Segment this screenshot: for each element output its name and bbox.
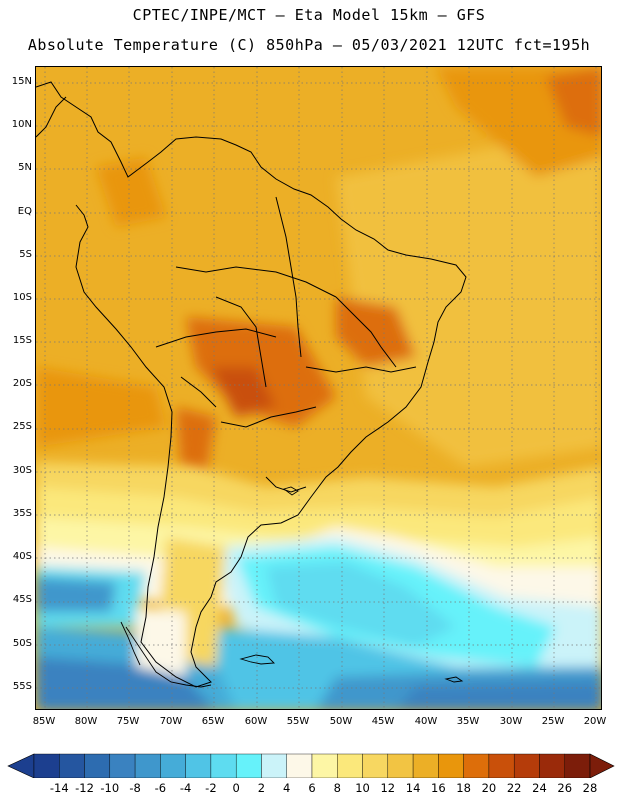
colorbar-cell — [210, 753, 237, 778]
colorbar-label: 28 — [582, 781, 598, 795]
colorbar-label: 24 — [532, 781, 547, 795]
lat-label: 25S — [12, 421, 32, 432]
colorbar-cell — [488, 753, 515, 778]
lat-label: 15S — [12, 335, 32, 346]
lon-label: 45W — [371, 716, 395, 727]
colorbar-label: -14 — [49, 781, 69, 795]
colorbar-cell — [160, 753, 186, 778]
colorbar-label: -8 — [129, 781, 141, 795]
lat-label: 50S — [12, 638, 32, 649]
colorbar-label: -2 — [205, 781, 217, 795]
colorbar-cell — [337, 753, 363, 778]
colorbar-cell — [33, 753, 60, 778]
lon-label: 40W — [414, 716, 438, 727]
temperature-field — [36, 67, 601, 709]
colorbar-label: 14 — [405, 781, 421, 795]
lat-label: 40S — [12, 551, 32, 562]
colorbar-label: 2 — [257, 781, 266, 795]
colorbar — [7, 753, 615, 778]
lat-label: 30S — [12, 465, 32, 476]
colorbar-label: -10 — [100, 781, 120, 795]
colorbar-label: 22 — [506, 781, 522, 795]
colorbar-label: 20 — [481, 781, 497, 795]
colorbar-label: 18 — [456, 781, 471, 795]
lat-label: 55S — [12, 681, 32, 692]
lon-label: 25W — [541, 716, 565, 727]
lat-label: 10N — [11, 119, 32, 130]
chart-title-line2: Absolute Temperature (C) 850hPa – 05/03/… — [27, 36, 591, 54]
colorbar-cell — [362, 753, 389, 778]
temperature-map — [35, 66, 602, 710]
colorbar-label: 10 — [355, 781, 370, 795]
colorbar-label: 8 — [333, 781, 341, 795]
lat-label: 15N — [11, 76, 32, 87]
colorbar-cell — [59, 753, 85, 778]
colorbar-label: 12 — [380, 781, 396, 795]
lat-label: 10S — [12, 292, 32, 303]
lat-label: 45S — [12, 594, 32, 605]
lon-label: 20W — [583, 716, 607, 727]
colorbar-cell — [286, 753, 313, 778]
lon-label: 75W — [116, 716, 140, 727]
colorbar-label: -4 — [179, 781, 192, 795]
colorbar-cell — [412, 753, 439, 778]
colorbar-cell — [564, 753, 591, 778]
colorbar-label: 0 — [232, 781, 240, 795]
lat-label: 20S — [12, 378, 32, 389]
colorbar-cell — [261, 753, 287, 778]
lon-label: 85W — [32, 716, 56, 727]
coastline — [36, 81, 467, 688]
lat-label: 35S — [12, 508, 32, 519]
colorbar-label: 26 — [557, 781, 573, 795]
colorbar-cell — [438, 753, 464, 778]
lon-label: 50W — [329, 716, 353, 727]
colorbar-cell — [109, 753, 136, 778]
colorbar-cell — [387, 753, 414, 778]
lon-label: 80W — [74, 716, 98, 727]
colorbar-label: 4 — [283, 781, 291, 795]
colorbar-cell — [84, 753, 111, 778]
lon-label: 70W — [159, 716, 183, 727]
lon-label: 30W — [499, 716, 523, 727]
colorbar-label: -12 — [75, 781, 94, 795]
chart-title-line1: CPTEC/INPE/MCT – Eta Model 15km – GFS — [132, 6, 486, 24]
colorbar-cell — [539, 753, 565, 778]
lat-label: EQ — [17, 206, 32, 217]
lat-label: 5N — [18, 162, 32, 173]
colorbar-cell — [463, 753, 490, 778]
lon-label: 35W — [456, 716, 480, 727]
colorbar-cell — [311, 753, 338, 778]
lon-label: 55W — [286, 716, 310, 727]
colorbar-cell — [134, 753, 161, 778]
graticule — [36, 67, 601, 709]
colorbar-label: 6 — [308, 781, 316, 795]
lat-label: 5S — [19, 249, 32, 260]
lon-label: 60W — [244, 716, 268, 727]
colorbar-label: -6 — [154, 781, 167, 795]
lon-label: 65W — [201, 716, 225, 727]
colorbar-cell — [235, 753, 262, 778]
colorbar-label: 16 — [431, 781, 446, 795]
colorbar-min-arrow — [7, 753, 35, 778]
colorbar-max-arrow — [589, 753, 615, 778]
colorbar-cell — [185, 753, 212, 778]
colorbar-cell — [513, 753, 540, 778]
